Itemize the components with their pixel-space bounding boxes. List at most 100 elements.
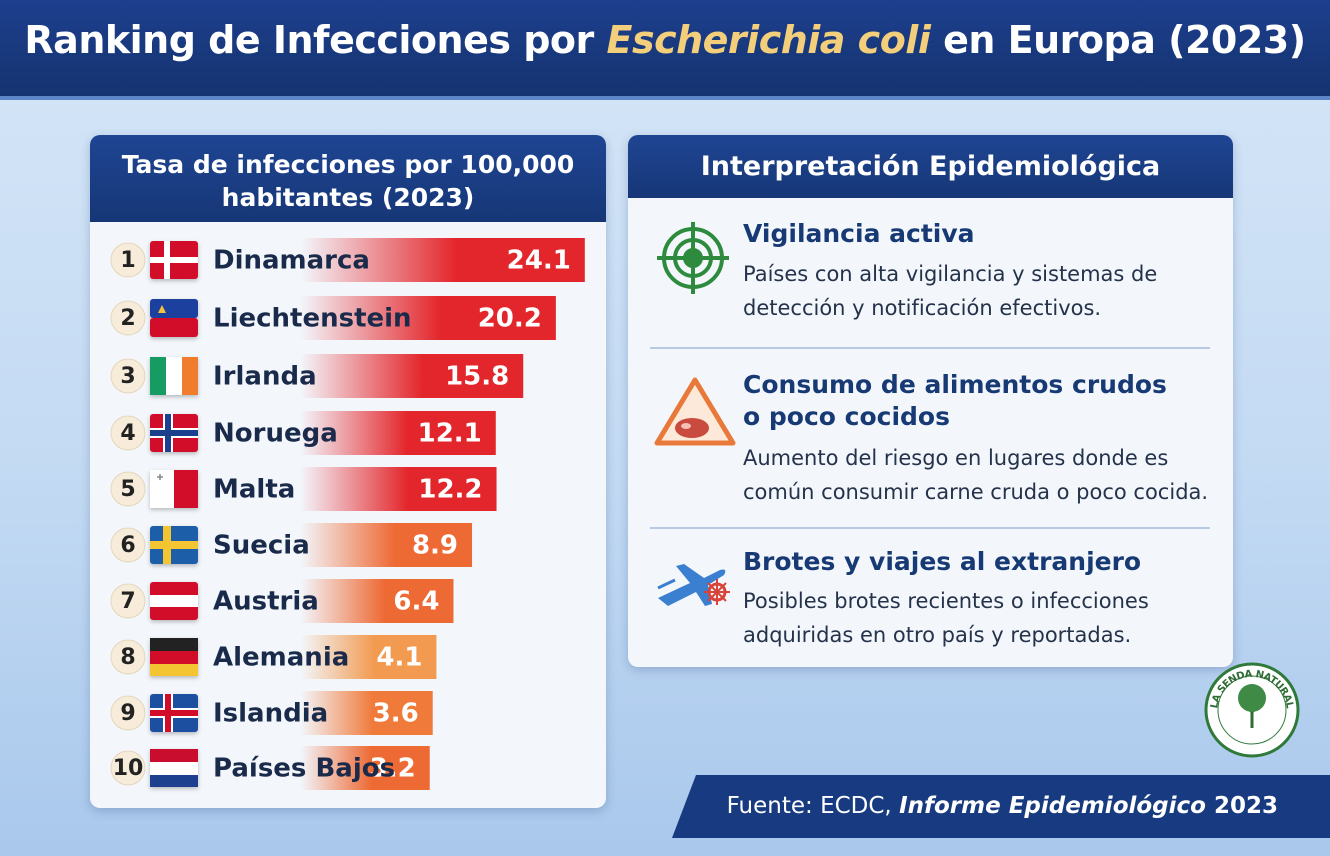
value-label: 24.1 — [507, 246, 571, 276]
category-label: Países Bajos — [213, 754, 395, 784]
flag-part — [150, 299, 198, 318]
rank-badge — [110, 750, 146, 786]
source-banner: Fuente: ECDC, Informe Epidemiológico 202… — [672, 775, 1330, 838]
flag-part — [150, 595, 198, 607]
bar — [300, 579, 454, 623]
flag-part — [150, 710, 198, 716]
rank-badge — [110, 358, 146, 394]
rank-number: 10 — [113, 756, 144, 781]
item-text: adquiridas en otro país y reportadas. — [743, 623, 1131, 647]
value-label: 12.2 — [418, 475, 482, 505]
rank-badge — [110, 639, 146, 675]
flag — [150, 299, 198, 337]
bar — [300, 635, 437, 679]
header-band — [0, 0, 1330, 100]
flag-part — [150, 762, 198, 775]
flag — [150, 582, 198, 620]
logo: LA SENDA NATURAL — [1204, 662, 1300, 758]
rank-badge — [110, 527, 146, 563]
bar — [300, 354, 524, 398]
rank-number: 3 — [120, 364, 135, 389]
value-label: 8.9 — [412, 531, 458, 561]
rank-number: 5 — [120, 477, 135, 502]
category-label: Islandia — [213, 699, 328, 729]
flag-part — [150, 749, 198, 762]
item-title: Brotes y viajes al extranjero — [743, 547, 1141, 576]
flag — [150, 470, 198, 508]
item-title: o poco cocidos — [743, 402, 950, 431]
bar — [300, 238, 585, 282]
flag-part — [166, 357, 182, 395]
rank-badge — [110, 583, 146, 619]
panel-title: Interpretación Epidemiológica — [628, 135, 1233, 198]
flag-part — [150, 470, 174, 508]
bar — [300, 523, 473, 567]
category-label: Suecia — [213, 531, 310, 561]
item-text: Posibles brotes recientes o infecciones — [743, 589, 1149, 613]
value-label: 6.4 — [393, 587, 439, 617]
source-text: Fuente: ECDC, — [726, 793, 900, 819]
interpretation-panel: Interpretación Epidemiológica — [628, 135, 1233, 667]
rank-number: 1 — [120, 248, 135, 273]
value-label: 3.6 — [373, 699, 419, 729]
item-title: Consumo de alimentos crudos — [743, 370, 1167, 399]
flag — [150, 526, 198, 564]
flag — [150, 414, 198, 452]
value-label: 12.1 — [418, 419, 482, 449]
category-label: Dinamarca — [213, 246, 370, 276]
bar — [300, 746, 430, 790]
flag-part — [150, 318, 198, 337]
rank-badge — [110, 471, 146, 507]
value-label: 3.2 — [370, 754, 416, 784]
value-label: 20.2 — [478, 304, 542, 334]
rank-badge — [110, 695, 146, 731]
title-italic: Escherichia coli — [606, 18, 931, 62]
flag-part — [150, 357, 166, 395]
flag-part — [150, 430, 198, 436]
flag-part — [150, 664, 198, 676]
flag — [150, 241, 198, 279]
value-label: 4.1 — [376, 643, 422, 673]
flag — [150, 694, 198, 732]
rank-badge — [110, 300, 146, 336]
flag-part — [150, 541, 198, 549]
flag-part — [174, 470, 198, 508]
rank-badge — [110, 415, 146, 451]
title-text: Ranking de Infecciones por — [24, 18, 607, 62]
travel-icon — [657, 564, 730, 606]
item-text: común consumir carne cruda o poco cocida… — [743, 480, 1208, 504]
rank-number: 8 — [120, 645, 135, 670]
chart-title: Tasa de infecciones por 100,000 habitant… — [90, 135, 606, 222]
flag — [150, 749, 198, 787]
flag-part — [157, 474, 163, 480]
rank-number: 2 — [120, 306, 135, 331]
warning-icon — [654, 377, 736, 446]
flag — [150, 357, 198, 395]
source-text: 2023 — [1205, 793, 1278, 819]
flag-part — [150, 638, 198, 651]
flag-part — [150, 651, 198, 664]
category-label: Noruega — [213, 419, 338, 449]
rank-number: 4 — [120, 421, 135, 446]
category-label: Malta — [213, 475, 295, 505]
category-label: Irlanda — [213, 362, 317, 392]
bar — [300, 467, 497, 511]
flag-part — [182, 357, 198, 395]
source-italic: Informe Epidemiológico — [899, 793, 1206, 819]
flag-part — [150, 775, 198, 787]
bar — [300, 691, 433, 735]
rank-number: 6 — [120, 533, 135, 558]
flag-part — [150, 257, 198, 263]
title-text: en Europa (2023) — [930, 18, 1306, 62]
category-label: Austria — [213, 587, 319, 617]
rank-badge — [110, 242, 146, 278]
page-title: Ranking de Infecciones por Escherichia c… — [0, 18, 1330, 62]
bar — [300, 411, 496, 455]
rank-number: 7 — [120, 589, 135, 614]
rank-number: 9 — [120, 701, 135, 726]
value-label: 15.8 — [445, 362, 509, 392]
bar — [300, 296, 556, 340]
